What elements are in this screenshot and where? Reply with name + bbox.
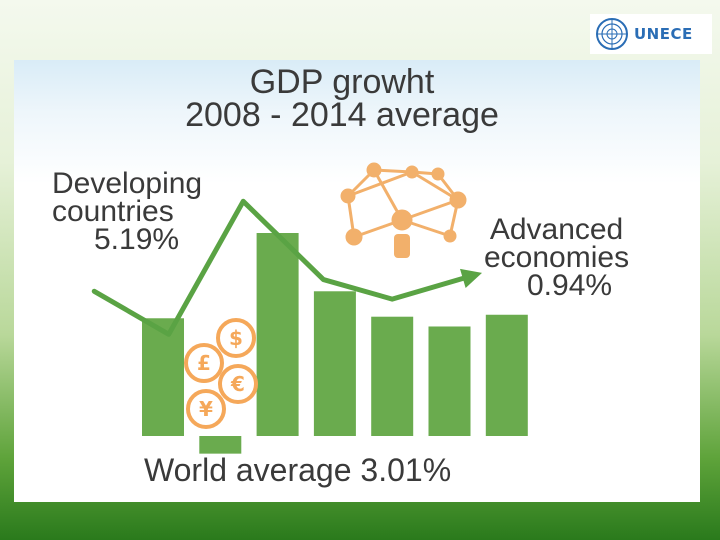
svg-text:$: $ [229, 326, 243, 350]
bar-3 [256, 233, 299, 436]
yen-coin-icon: ¥ [186, 389, 226, 429]
currency-coins: $ £ € ¥ [184, 318, 258, 429]
advanced-line-1: Advanced [489, 213, 624, 246]
svg-text:€: € [230, 372, 245, 396]
bar-1 [142, 318, 184, 436]
svg-text:£: £ [197, 351, 211, 375]
network-icon [340, 162, 467, 258]
title-line-1: GDP growht [249, 63, 435, 101]
dollar-coin-icon: $ [216, 318, 256, 358]
logo-text: UNECE [634, 25, 693, 43]
title-line-2: 2008 - 2014 average [185, 96, 499, 134]
chart-canvas: $ £ € ¥ [91, 162, 528, 454]
advanced-line-2: economies [484, 241, 630, 274]
bar-4 [313, 291, 356, 436]
euro-coin-icon: € [218, 364, 258, 404]
bar-6 [428, 326, 471, 436]
trend-line [91, 198, 475, 337]
developing-countries-label: Developing countries 5.19% [52, 167, 203, 256]
advanced-economies-label: Advanced economies 0.94% [484, 213, 630, 302]
developing-line-1: Developing [52, 167, 203, 200]
bar-7 [485, 314, 528, 436]
unece-logo: UNECE [590, 14, 712, 54]
world-average-label: World average 3.01% [144, 452, 452, 488]
bar-5 [371, 316, 414, 436]
pound-coin-icon: £ [184, 343, 224, 383]
bar-2 [199, 436, 242, 454]
developing-value: 5.19% [94, 223, 180, 256]
svg-text:¥: ¥ [199, 397, 213, 421]
developing-line-2: countries [52, 195, 174, 228]
advanced-value: 0.94% [527, 269, 613, 302]
bar-series [142, 233, 528, 454]
infographic-panel: $ £ € ¥ GDP growht 2008 - 2014 average D… [14, 60, 700, 502]
chart-title: GDP growht 2008 - 2014 average [14, 63, 670, 134]
un-emblem-icon [596, 18, 628, 50]
trend-arrowhead [460, 268, 483, 289]
